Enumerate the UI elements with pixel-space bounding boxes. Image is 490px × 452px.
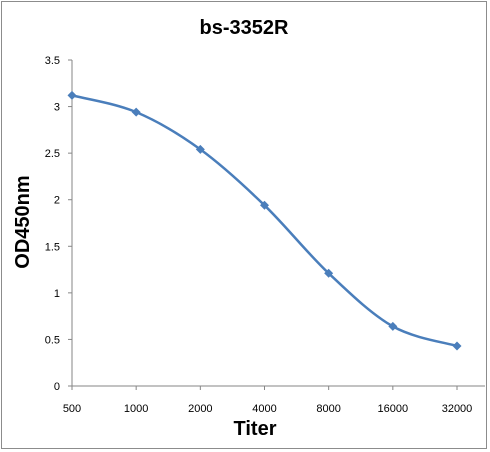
y-tick-label: 3 <box>54 102 60 114</box>
x-tick-label: 500 <box>63 403 81 415</box>
y-tick-label: 1.5 <box>45 241 60 253</box>
y-tick-label: 2 <box>54 195 60 207</box>
x-tick-label: 1000 <box>124 403 148 415</box>
x-tick-label: 2000 <box>188 403 212 415</box>
data-point-marker <box>388 321 398 331</box>
data-point-marker <box>452 341 462 351</box>
series-line <box>71 94 458 348</box>
data-point-marker <box>131 107 141 117</box>
x-tick-label: 16000 <box>378 403 409 415</box>
y-tick-label: 3.5 <box>45 55 60 67</box>
data-point-marker <box>324 268 334 278</box>
y-axis-ticks: 0 0.5 1 1.5 2 2.5 3 3.5 <box>45 55 72 393</box>
x-tick-label: 32000 <box>442 403 473 415</box>
data-point-marker <box>195 144 205 154</box>
y-tick-label: 2.5 <box>45 148 60 160</box>
x-axis-ticks: 500 1000 2000 4000 8000 16000 32000 <box>63 386 472 415</box>
y-axis-label: OD450nm <box>12 175 34 268</box>
y-tick-label: 1 <box>54 288 60 300</box>
series-group <box>67 90 462 351</box>
x-axis-label: Titer <box>234 418 277 440</box>
chart-title: bs-3352R <box>200 17 289 39</box>
x-tick-label: 4000 <box>252 403 276 415</box>
data-point-marker <box>67 90 77 100</box>
y-tick-label: 0 <box>54 381 60 393</box>
y-tick-label: 0.5 <box>45 334 60 346</box>
x-tick-label: 8000 <box>316 403 340 415</box>
data-point-marker <box>260 200 269 210</box>
